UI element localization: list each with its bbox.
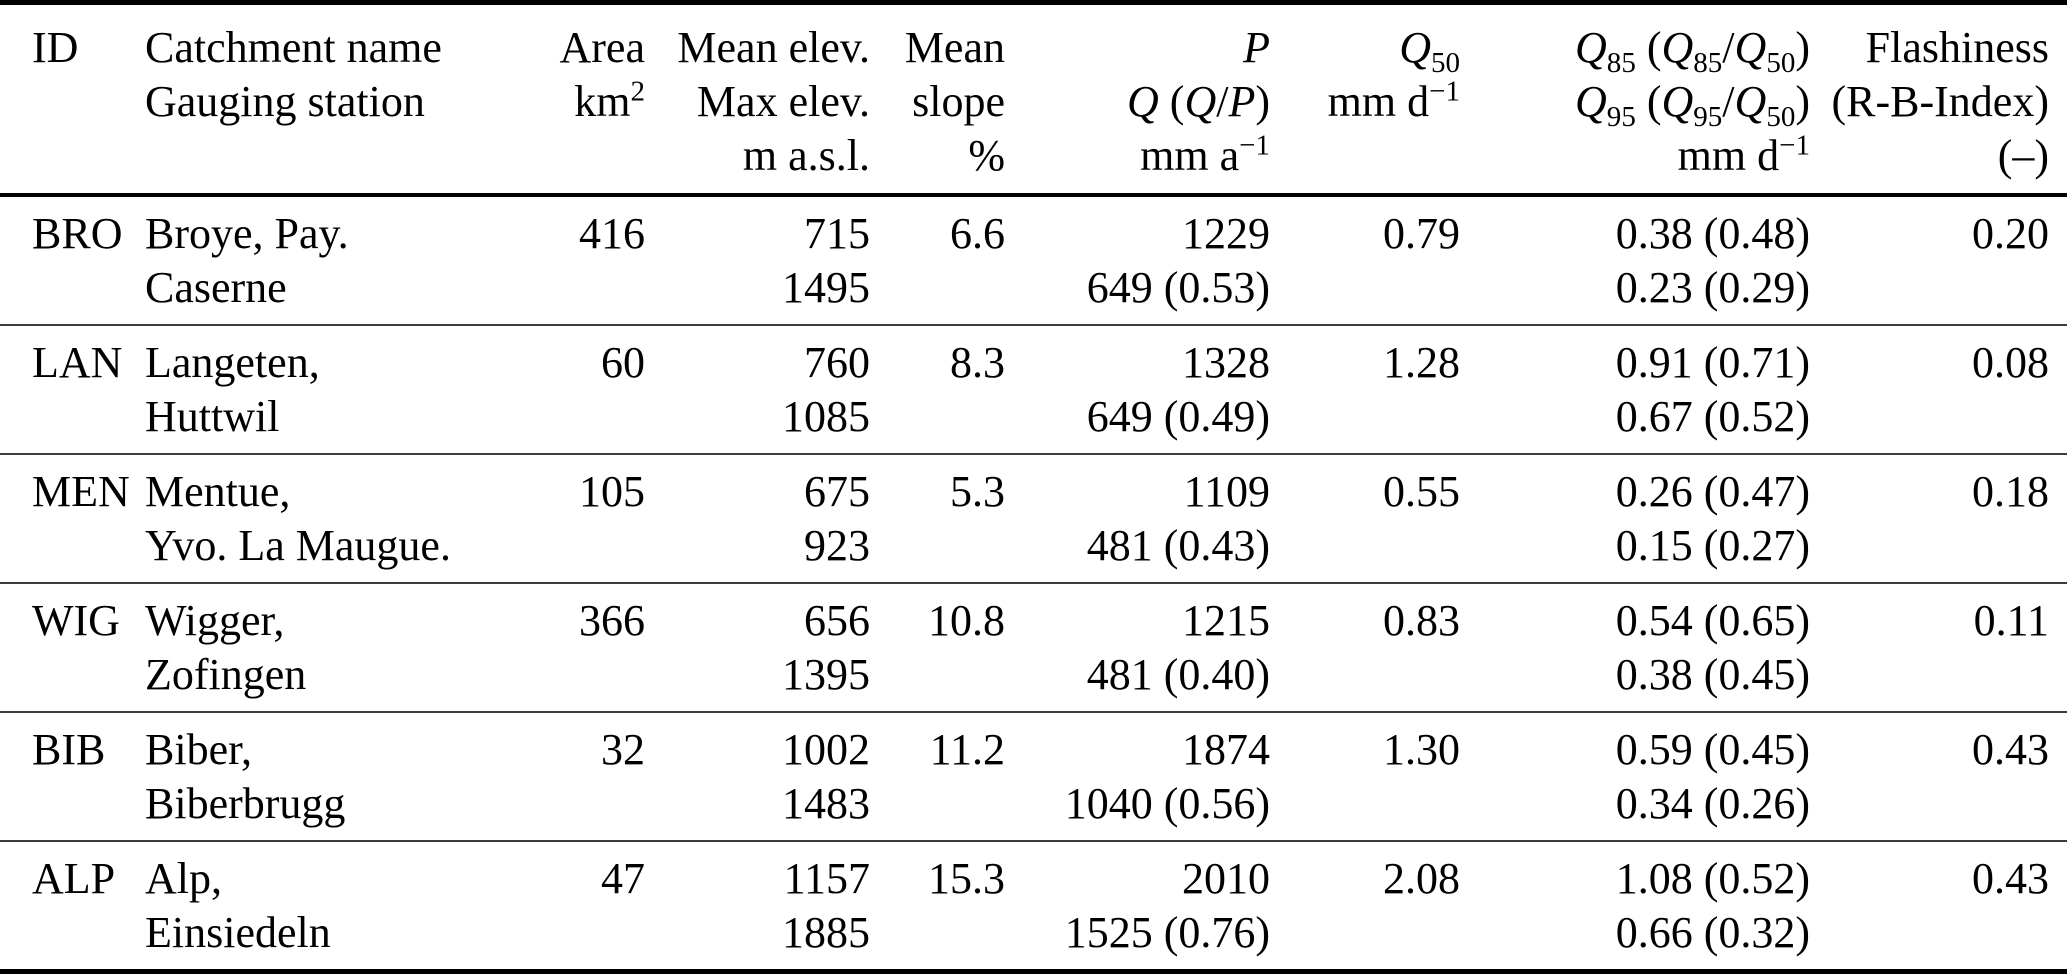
col-header-flashiness: Flashiness (R-B-Index) (–) [1810, 2, 2067, 197]
cell-q85-q95: 1.08 (0.52) 0.66 (0.32) [1615, 854, 1810, 957]
cell-elevation: 1157 1885 [782, 854, 870, 957]
header-line: mm d−1 [1677, 129, 1810, 180]
cell-q50: 0.79 [1270, 195, 1460, 326]
cell-id: BIB [0, 712, 145, 842]
cell-q50: 2.08 [1383, 854, 1460, 903]
header-line: Mean elev. [677, 23, 870, 72]
cell-catchment: Langeten, Huttwil [145, 325, 510, 455]
cell-q50: 1.28 [1270, 325, 1460, 455]
header-line: Q95 (Q95/Q50) [1575, 77, 1810, 133]
header-line: Q85 (Q85/Q50) [1575, 23, 1810, 79]
cell-catchment: Alp, Einsiedeln [145, 854, 331, 957]
table-row-men: MEN Mentue, Yvo. La Maugue. 105 675 923 5.… [0, 454, 2067, 584]
cell-area: 32 [510, 712, 645, 842]
header-line: Q50 [1399, 23, 1460, 79]
cell-flashiness: 0.08 [1810, 325, 2067, 455]
header-line: Flashiness [1865, 23, 2049, 72]
cell-elevation: 1002 1483 [645, 712, 870, 842]
cell-slope: 15.3 [928, 854, 1005, 903]
col-header-elevation: Mean elev. Max elev. m a.s.l. [645, 2, 870, 197]
cell-flashiness: 0.43 [1810, 712, 2067, 842]
cell-q50: 1.30 [1270, 712, 1460, 842]
cell-elevation: 715 1495 [645, 195, 870, 326]
cell-precipitation-runoff: 1109 481 (0.43) [1005, 454, 1270, 584]
cell-precipitation-runoff: 1229 649 (0.53) [1005, 195, 1270, 326]
header-line: % [968, 131, 1005, 180]
cell-elevation: 760 1085 [645, 325, 870, 455]
cell-area: 366 [510, 583, 645, 713]
cell-elevation: 656 1395 [645, 583, 870, 713]
table-header: ID Catchment name Gauging station Area k… [0, 2, 2067, 197]
cell-area: 47 [601, 854, 645, 903]
table-row-bib: BIB Biber, Biberbrugg 32 1002 1483 11.2 18… [0, 712, 2067, 842]
cell-flashiness: 0.20 [1810, 195, 2067, 326]
table-row-bro: BRO Broye, Pay. Caserne 416 715 1495 6.6 1… [0, 195, 2067, 326]
header-line: Area [559, 23, 646, 72]
cell-q85-q95: 0.59 (0.45) 0.34 (0.26) [1460, 712, 1810, 842]
cell-catchment: Wigger, Zofingen [145, 583, 510, 713]
table-row-lan: LAN Langeten, Huttwil 60 760 1085 8.3 1328… [0, 325, 2067, 455]
cell-slope: 10.8 [870, 583, 1005, 713]
cell-precipitation-runoff: 1328 649 (0.49) [1005, 325, 1270, 455]
cell-precipitation-runoff: 2010 1525 (0.76) [1064, 854, 1270, 957]
col-header-slope: Mean slope % [870, 2, 1005, 197]
header-line: mm a−1 [1140, 129, 1270, 180]
table-body: BRO Broye, Pay. Caserne 416 715 1495 6.6 1… [0, 195, 2067, 972]
cell-area: 60 [510, 325, 645, 455]
col-header-q85-q95: Q85 (Q85/Q50) Q95 (Q95/Q50) mm d−1 [1460, 2, 1810, 197]
cell-flashiness: 0.11 [1810, 583, 2067, 713]
table-row-alp: ALP Alp, Einsiedeln 47 1157 1885 15.3 2010… [0, 841, 2067, 972]
cell-catchment: Biber, Biberbrugg [145, 712, 510, 842]
cell-slope: 8.3 [870, 325, 1005, 455]
header-line: P [1243, 23, 1270, 72]
header-line: Mean [904, 23, 1005, 72]
cell-area: 105 [510, 454, 645, 584]
header-line: Gauging station [145, 77, 425, 126]
header-row: ID Catchment name Gauging station Area k… [0, 2, 2067, 197]
col-header-area: Area km2 [510, 2, 646, 197]
cell-flashiness: 0.43 [1972, 854, 2049, 903]
cell-id: WIG [0, 583, 145, 713]
cell-slope: 6.6 [870, 195, 1005, 326]
header-line: mm d−1 [1327, 75, 1460, 126]
cell-id: BRO [0, 195, 145, 326]
col-header-id: ID [0, 2, 145, 197]
col-header-q50: Q50 mm d−1 [1270, 2, 1460, 197]
header-line: km2 [574, 75, 645, 126]
header-line: Q (Q/P) [1127, 77, 1270, 126]
col-header-catchment: Catchment name Gauging station [145, 2, 510, 197]
cell-q85-q95: 0.54 (0.65) 0.38 (0.45) [1460, 583, 1810, 713]
header-line: Catchment name [145, 23, 442, 72]
cell-catchment: Mentue, Yvo. La Maugue. [145, 454, 510, 584]
header-line: (R-B-Index) [1831, 77, 2050, 126]
cell-elevation: 675 923 [645, 454, 870, 584]
cell-q50: 0.55 [1270, 454, 1460, 584]
header-line: (–) [1997, 131, 2049, 180]
header-line: m a.s.l. [742, 131, 870, 180]
cell-q50: 0.83 [1270, 583, 1460, 713]
cell-q85-q95: 0.91 (0.71) 0.67 (0.52) [1460, 325, 1810, 455]
cell-slope: 5.3 [870, 454, 1005, 584]
header-line: slope [912, 77, 1005, 126]
cell-precipitation-runoff: 1874 1040 (0.56) [1005, 712, 1270, 842]
cell-q85-q95: 0.26 (0.47) 0.15 (0.27) [1460, 454, 1810, 584]
header-line: ID [32, 23, 79, 72]
col-header-precipitation-runoff: P Q (Q/P) mm a−1 [1005, 2, 1270, 197]
cell-flashiness: 0.18 [1810, 454, 2067, 584]
cell-id: MEN [0, 454, 145, 584]
cell-catchment: Broye, Pay. Caserne [145, 195, 510, 326]
cell-area: 416 [510, 195, 645, 326]
cell-q85-q95: 0.38 (0.48) 0.23 (0.29) [1460, 195, 1810, 326]
cell-id: ALP [32, 854, 116, 903]
cell-precipitation-runoff: 1215 481 (0.40) [1005, 583, 1270, 713]
header-line: Max elev. [696, 77, 870, 126]
cell-id: LAN [0, 325, 145, 455]
cell-slope: 11.2 [870, 712, 1005, 842]
table-row-wig: WIG Wigger, Zofingen 366 656 1395 10.8 121… [0, 583, 2067, 713]
